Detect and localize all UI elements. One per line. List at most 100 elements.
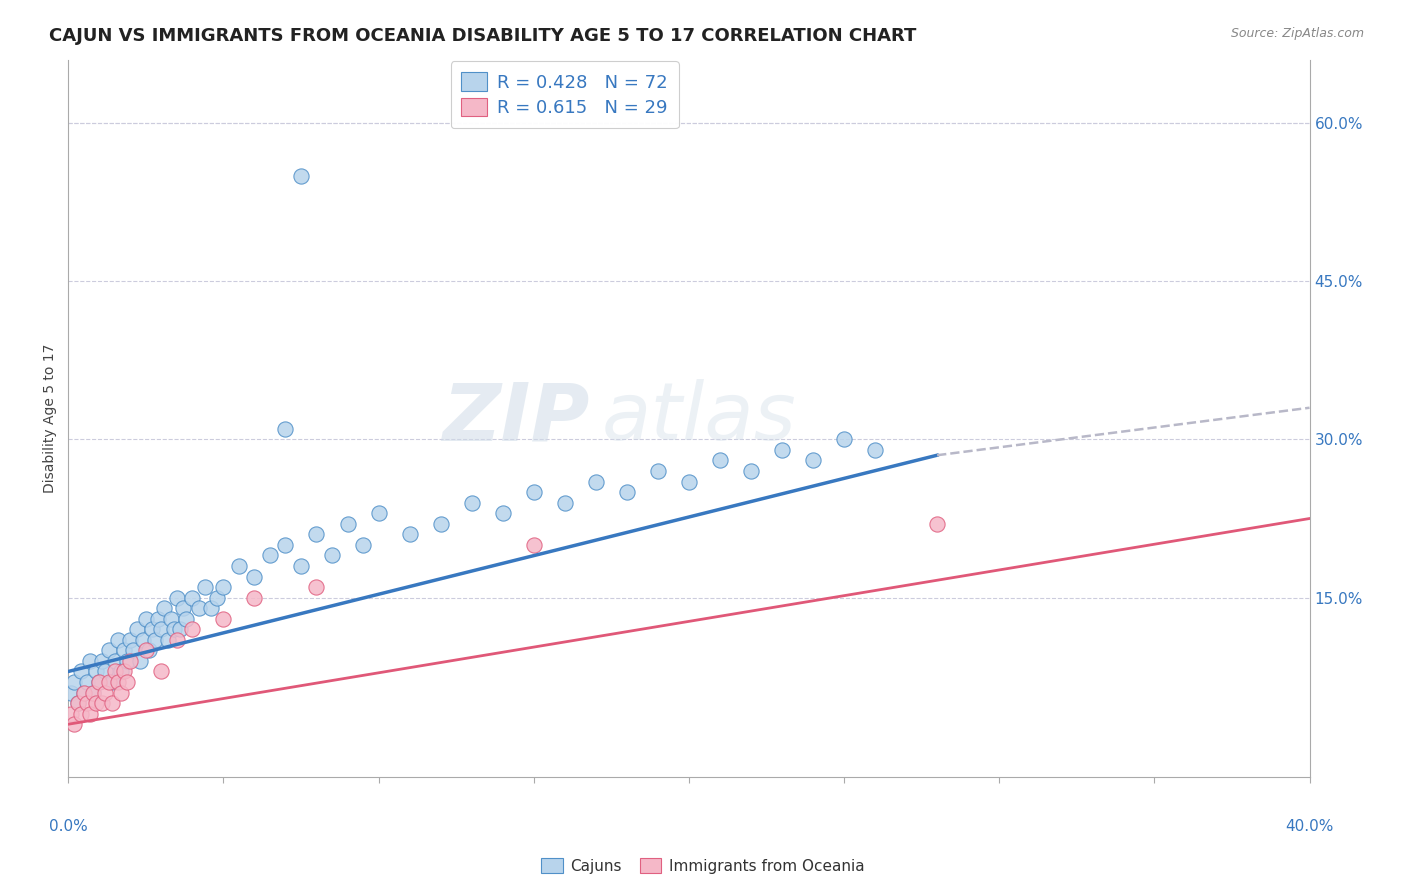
Point [159,612,181,626]
Point [274,422,297,436]
Point [148,612,170,626]
Point [84,696,107,710]
Point [554,496,576,510]
Point [290,169,312,183]
Point [100,696,122,710]
Point [212,580,235,594]
Point [94,665,117,679]
Point [97,675,120,690]
Point [107,632,129,647]
Point [352,538,374,552]
Point [740,464,762,478]
Point [153,601,176,615]
Point [523,485,546,500]
Point [243,591,266,605]
Point [228,559,250,574]
Point [290,559,312,574]
Point [135,612,157,626]
Point [138,643,160,657]
Point [172,601,194,615]
Text: CAJUN VS IMMIGRANTS FROM OCEANIA DISABILITY AGE 5 TO 17 CORRELATION CHART: CAJUN VS IMMIGRANTS FROM OCEANIA DISABIL… [49,27,917,45]
Point [163,622,186,636]
Y-axis label: Disability Age 5 to 17: Disability Age 5 to 17 [44,343,58,493]
Point [63,717,86,731]
Point [120,632,142,647]
Point [76,675,98,690]
Point [305,580,328,594]
Point [429,516,451,531]
Text: 0.0%: 0.0% [49,819,87,834]
Point [100,675,122,690]
Point [143,632,166,647]
Legend: Cajuns, Immigrants from Oceania: Cajuns, Immigrants from Oceania [536,852,870,880]
Point [120,654,142,668]
Point [367,506,389,520]
Point [616,485,638,500]
Point [79,706,101,721]
Legend: R = 0.428   N = 72, R = 0.615   N = 29: R = 0.428 N = 72, R = 0.615 N = 29 [450,62,679,128]
Point [104,654,127,668]
Point [169,622,191,636]
Point [82,685,104,699]
Point [832,433,855,447]
Point [110,685,132,699]
Point [492,506,515,520]
Point [150,622,173,636]
Point [91,696,114,710]
Point [336,516,359,531]
Point [205,591,228,605]
Point [84,665,107,679]
Point [801,453,824,467]
Point [259,549,281,563]
Point [76,696,98,710]
Point [709,453,731,467]
Text: Source: ZipAtlas.com: Source: ZipAtlas.com [1230,27,1364,40]
Point [112,643,135,657]
Point [194,580,217,594]
Point [647,464,669,478]
Point [94,685,117,699]
Point [678,475,700,489]
Point [321,549,343,563]
Point [460,496,482,510]
Point [69,706,91,721]
Point [141,622,163,636]
Point [398,527,420,541]
Point [212,612,235,626]
Point [174,612,197,626]
Point [181,591,204,605]
Point [131,632,153,647]
Point [927,516,949,531]
Point [150,665,173,679]
Point [89,675,111,690]
Point [156,632,179,647]
Point [69,665,91,679]
Point [135,643,157,657]
Point [523,538,546,552]
Point [112,665,135,679]
Point [60,685,83,699]
Point [91,654,114,668]
Text: atlas: atlas [602,379,797,458]
Point [60,706,83,721]
Point [97,643,120,657]
Point [122,643,145,657]
Point [585,475,607,489]
Point [200,601,222,615]
Point [125,622,148,636]
Point [107,675,129,690]
Point [66,696,89,710]
Point [770,442,793,457]
Point [110,665,132,679]
Point [181,622,204,636]
Point [63,675,86,690]
Point [82,685,104,699]
Text: ZIP: ZIP [443,379,589,458]
Point [187,601,209,615]
Point [115,654,138,668]
Point [863,442,886,457]
Point [115,675,138,690]
Point [73,685,96,699]
Point [166,632,188,647]
Point [66,696,89,710]
